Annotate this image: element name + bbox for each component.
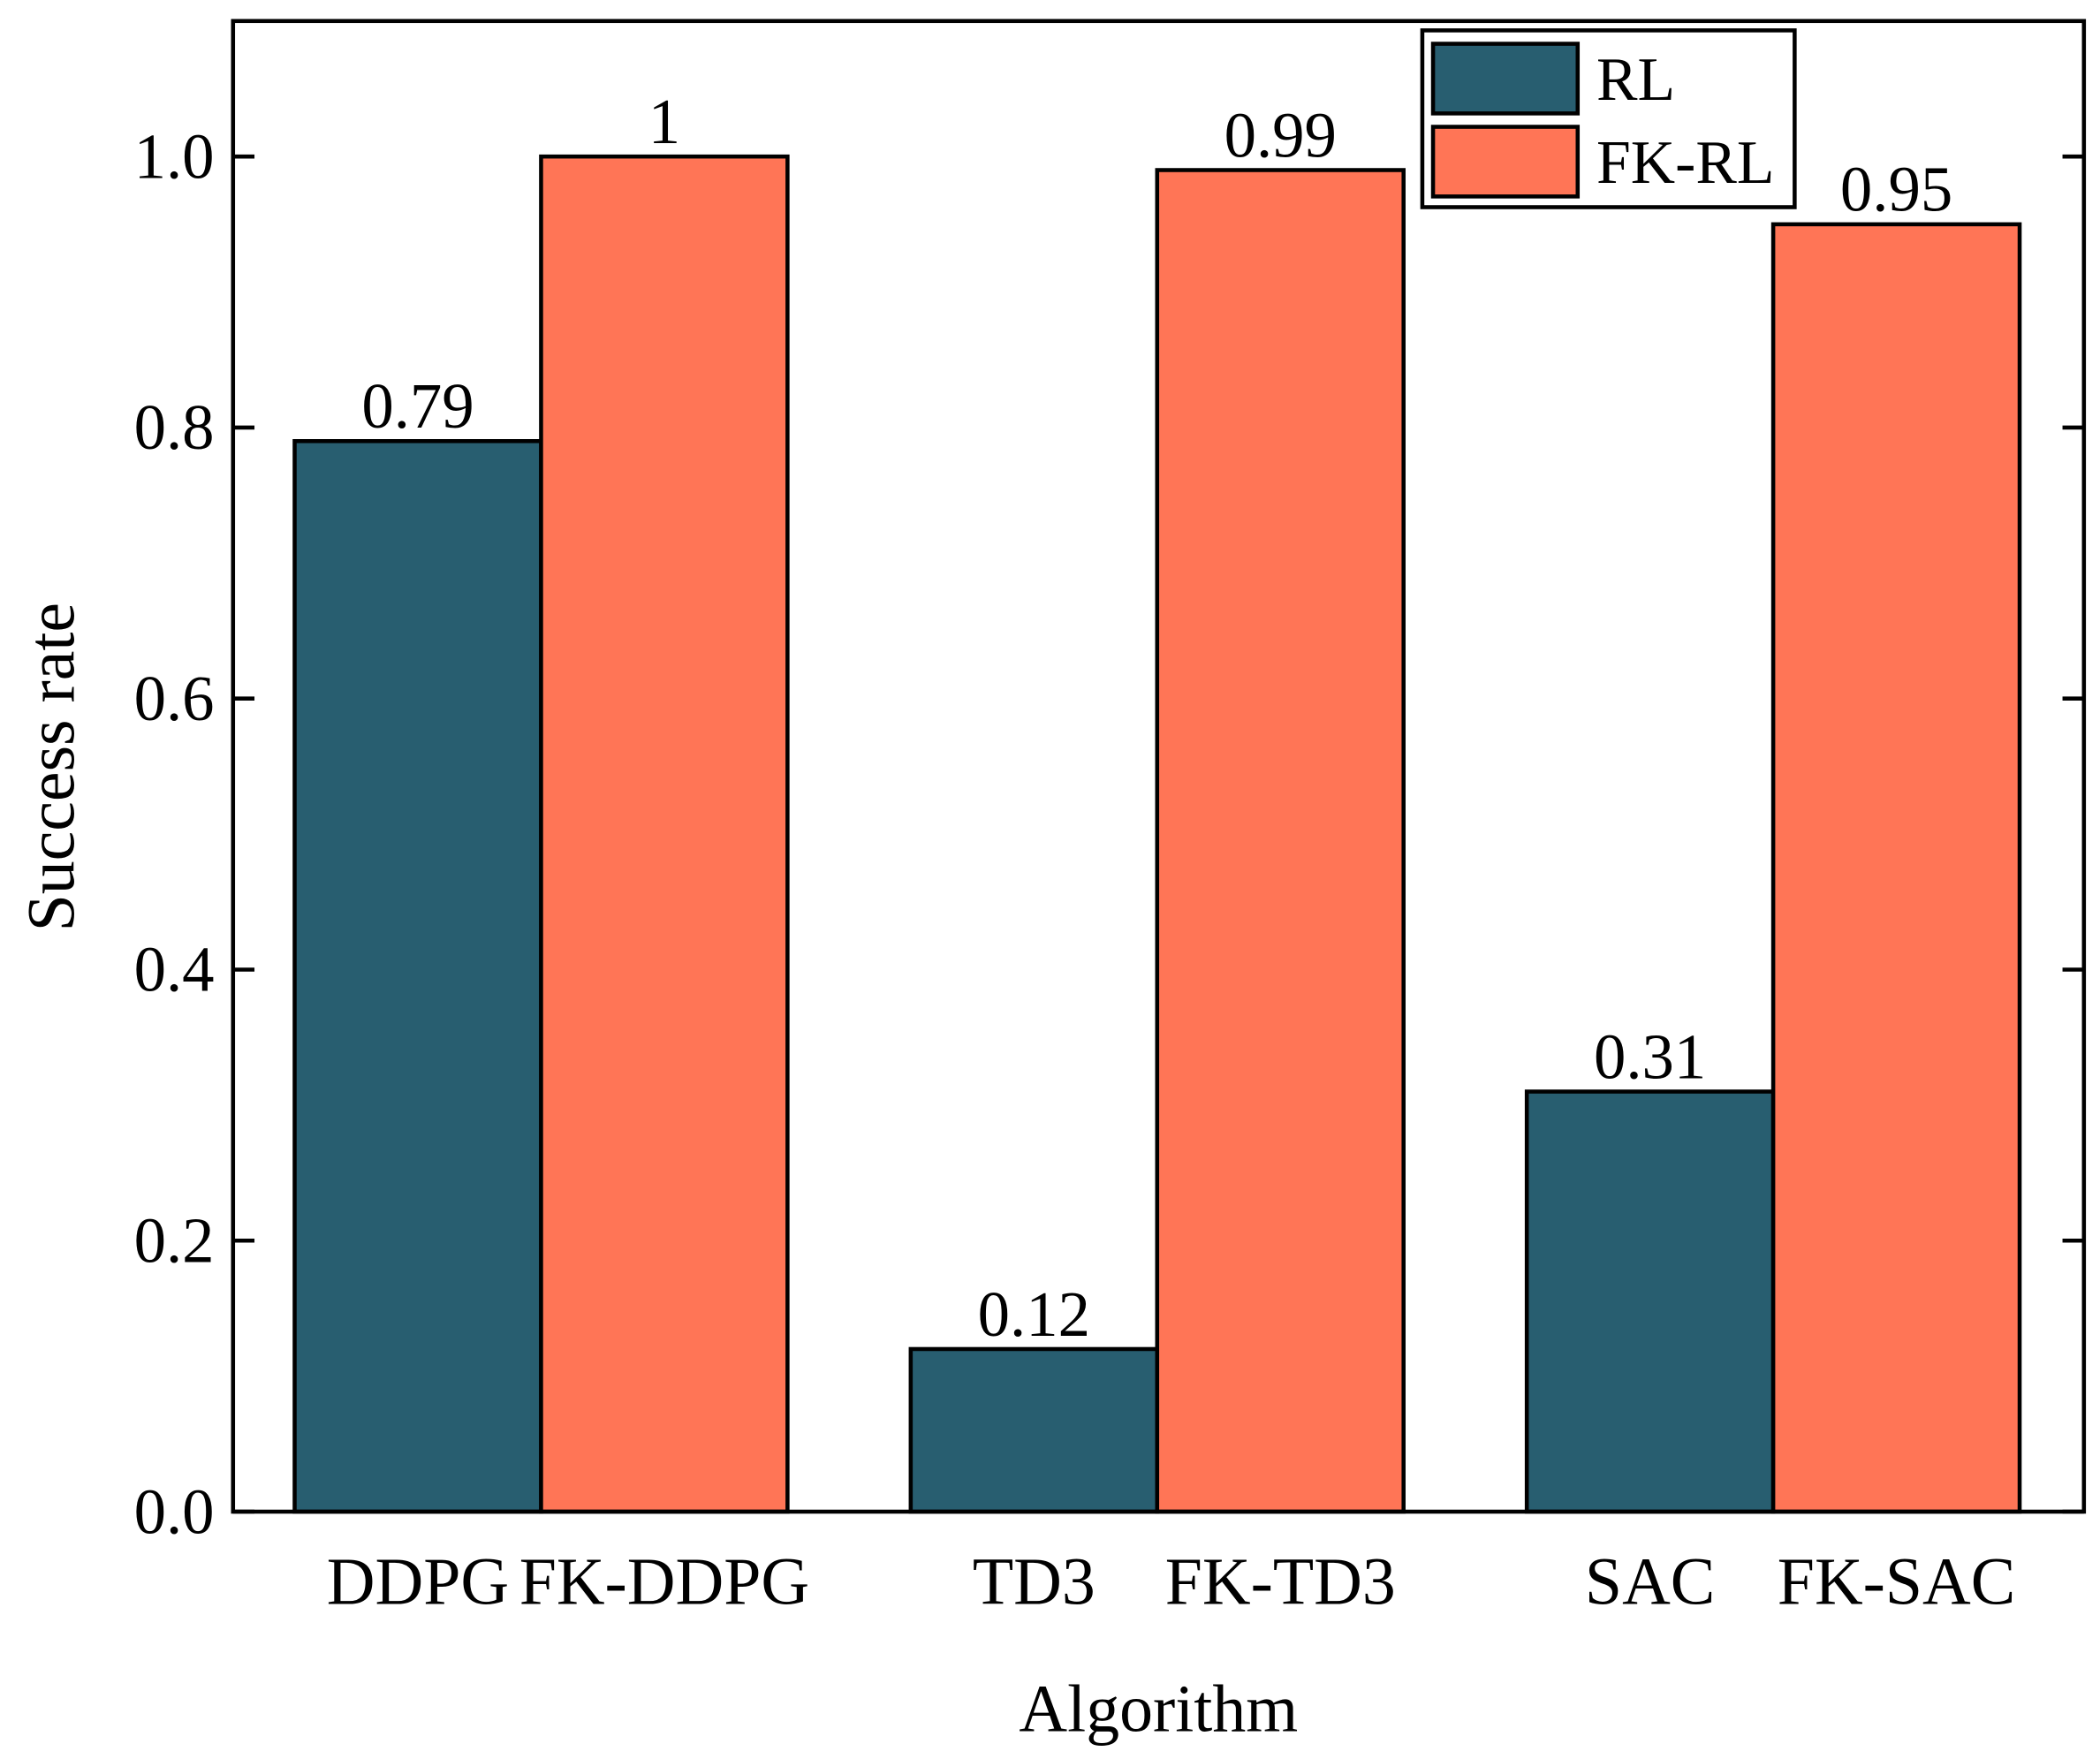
- x-tick-label: SAC: [1585, 1545, 1715, 1619]
- data-label: 0.12: [978, 1278, 1090, 1350]
- data-label: 1: [648, 86, 680, 157]
- y-tick-label: 0.8: [134, 391, 215, 463]
- y-tick-label: 1.0: [134, 120, 215, 192]
- legend-label: RL: [1596, 46, 1675, 114]
- bar: [908, 1346, 1160, 1514]
- y-tick-label: 0.2: [134, 1205, 215, 1277]
- bar: [1155, 168, 1406, 1514]
- data-label: 0.95: [1840, 154, 1952, 225]
- data-label: 0.99: [1224, 99, 1337, 171]
- y-tick-label: 0.0: [134, 1475, 215, 1547]
- y-tick-label: 0.4: [134, 934, 215, 1005]
- data-label: 0.79: [361, 370, 474, 442]
- bar: [539, 154, 790, 1514]
- x-tick-label: FK-SAC: [1778, 1545, 2016, 1619]
- x-tick-label: FK-TD3: [1165, 1545, 1396, 1619]
- legend-swatch: [1430, 125, 1581, 199]
- bar: [1770, 222, 2022, 1514]
- legend-label: FK-RL: [1596, 129, 1774, 197]
- y-axis-label: Success rate: [14, 603, 88, 931]
- data-label: 0.31: [1594, 1020, 1706, 1092]
- plot-frame: [231, 19, 2087, 1514]
- x-tick-label: TD3: [973, 1545, 1095, 1619]
- y-tick-label: 0.6: [134, 663, 215, 734]
- bar: [292, 439, 543, 1514]
- x-axis-label: Algorithm: [1019, 1672, 1298, 1747]
- legend-swatch: [1430, 42, 1581, 116]
- x-tick-label: DDPG: [327, 1545, 509, 1619]
- bar: [1524, 1089, 1776, 1514]
- x-tick-label: FK-DDPG: [519, 1545, 809, 1619]
